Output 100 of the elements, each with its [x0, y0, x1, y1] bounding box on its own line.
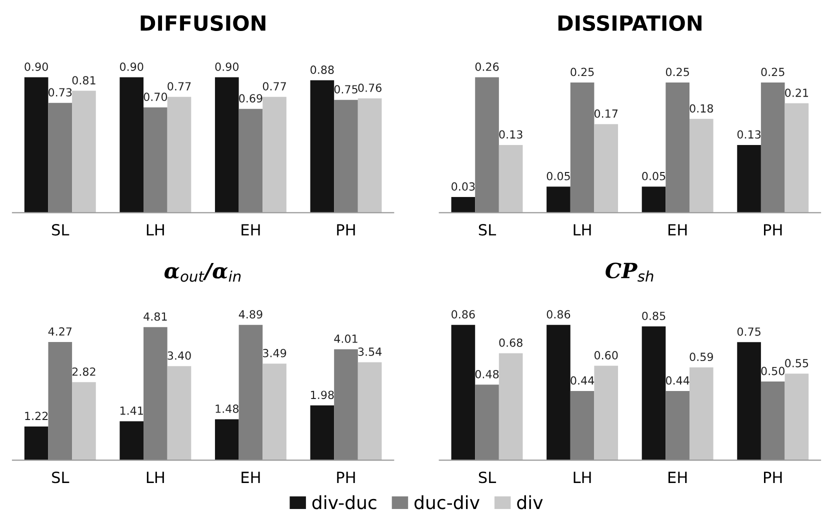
x-tick-label: EH [242, 224, 260, 236]
data-label: 2.82 [72, 367, 96, 376]
data-label: 0.55 [785, 358, 808, 368]
bar [358, 98, 382, 213]
chart-title: CP$_{sh}$ [606, 262, 654, 282]
x-tick-label: LH [574, 472, 591, 483]
x-tick-label: PH [337, 224, 355, 236]
legend-label: div-duc [312, 495, 376, 510]
bar [784, 103, 809, 213]
bar [334, 349, 358, 460]
bar [120, 421, 144, 460]
data-label: 0.03 [452, 182, 475, 191]
data-label: 0.05 [546, 172, 570, 180]
data-label: 0.75 [334, 85, 358, 94]
bar [24, 426, 48, 460]
data-label: 4.81 [144, 312, 167, 321]
data-label: 0.77 [262, 82, 286, 90]
bar [642, 326, 666, 460]
bar [310, 80, 334, 213]
data-label: 0.86 [452, 310, 475, 319]
data-label: 3.54 [358, 348, 382, 356]
bar [475, 384, 499, 460]
x-tick-label: LH [146, 472, 164, 483]
data-label: 0.90 [120, 62, 144, 71]
bar [262, 96, 286, 213]
bar [310, 405, 334, 460]
data-label: 4.01 [334, 334, 358, 343]
bar [72, 382, 96, 460]
bar [760, 382, 785, 460]
bar [546, 324, 570, 460]
bar [760, 82, 785, 213]
data-label: 0.68 [499, 338, 522, 347]
x-tick-label: SL [478, 472, 496, 484]
data-label: 1.22 [25, 412, 48, 420]
x-tick-label: LH [574, 224, 591, 236]
bar [144, 107, 168, 213]
data-label: 0.05 [642, 172, 666, 180]
data-label: 0.48 [475, 370, 499, 378]
data-label: 3.40 [168, 351, 191, 360]
data-label: 0.73 [48, 88, 72, 97]
bar [238, 108, 263, 213]
bar [167, 366, 192, 460]
bar [120, 77, 144, 213]
bar [475, 77, 499, 213]
bar [48, 102, 72, 213]
data-label: 4.27 [48, 327, 72, 336]
bar [498, 144, 523, 213]
x-tick-label: SL [478, 224, 496, 236]
data-label: 0.25 [570, 68, 594, 76]
data-label: 0.88 [310, 66, 334, 74]
data-label: 0.70 [144, 92, 168, 102]
bar [784, 374, 809, 460]
data-label: 0.44 [570, 376, 594, 385]
bar [238, 324, 263, 460]
x-tick-label: SL [52, 224, 70, 236]
x-tick-label: PH [764, 472, 782, 483]
bar [334, 100, 358, 213]
data-label: 1.48 [216, 404, 238, 413]
data-label: 0.25 [761, 68, 784, 76]
data-label: 0.86 [546, 310, 570, 319]
data-label: 0.50 [761, 366, 784, 376]
x-tick-label: PH [337, 472, 355, 483]
bar [689, 118, 714, 213]
chart-title: DISSIPATION [558, 15, 702, 31]
legend-label: duc-div [414, 495, 480, 510]
bar [594, 366, 618, 460]
x-tick-label: EH [668, 472, 687, 483]
x-tick-label: LH [146, 224, 164, 236]
bar [666, 82, 690, 213]
data-label: 0.90 [215, 62, 239, 71]
x-tick-label: SL [52, 472, 70, 484]
data-label: 0.77 [168, 82, 191, 90]
data-label: 0.75 [737, 327, 760, 336]
bar [167, 96, 192, 213]
bar [451, 324, 476, 460]
bar [451, 197, 476, 213]
bar [144, 327, 168, 460]
bar [24, 77, 48, 213]
data-label: 4.89 [238, 310, 262, 319]
bar [262, 364, 286, 460]
data-label: 0.85 [642, 312, 666, 320]
data-label: 0.26 [475, 62, 499, 71]
x-tick-label: EH [668, 224, 687, 236]
data-label: 0.69 [239, 94, 262, 103]
data-label: 0.76 [358, 84, 382, 92]
data-label: 0.44 [666, 376, 690, 385]
legend-label: div [517, 495, 543, 510]
x-tick-label: PH [764, 224, 782, 236]
chart-title: DIFFUSION [140, 15, 266, 31]
bar [594, 124, 618, 213]
data-label: 0.25 [666, 68, 689, 76]
data-label: 0.18 [690, 104, 714, 113]
bar [570, 82, 594, 213]
bar [689, 367, 714, 460]
bar [642, 186, 666, 213]
chart-title: α$_{out}$/α$_{in}$ [164, 263, 241, 282]
bar [498, 353, 523, 460]
data-label: 3.49 [263, 348, 286, 358]
x-tick-label: EH [242, 472, 260, 483]
data-label: 1.41 [120, 406, 143, 415]
